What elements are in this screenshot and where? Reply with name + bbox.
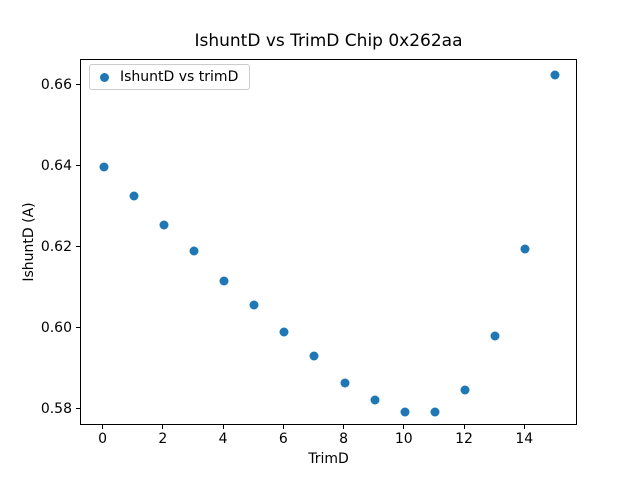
scatter-point xyxy=(279,327,289,337)
chart-title: IshuntD vs TrimD Chip 0x262aa xyxy=(194,31,463,51)
scatter-point xyxy=(520,244,530,254)
legend-label: IshuntD vs trimD xyxy=(120,69,239,85)
scatter-point xyxy=(490,331,500,341)
x-tick-label: 2 xyxy=(158,431,168,447)
x-tick-mark xyxy=(162,425,164,429)
y-tick-label: 0.58 xyxy=(40,400,72,417)
plot-area: IshuntD vs trimD xyxy=(80,59,577,425)
y-tick-mark xyxy=(76,408,80,410)
y-tick-label: 0.66 xyxy=(40,76,72,93)
y-tick-mark xyxy=(76,327,80,329)
y-tick-mark xyxy=(76,246,80,248)
x-tick-label: 6 xyxy=(278,431,288,447)
scatter-point xyxy=(370,395,380,405)
x-tick-mark xyxy=(102,425,104,429)
x-tick-label: 4 xyxy=(218,431,228,447)
scatter-point xyxy=(430,407,440,417)
x-tick-label: 8 xyxy=(339,431,348,447)
x-tick-label: 12 xyxy=(455,431,473,447)
x-tick-mark xyxy=(403,425,405,429)
y-tick-label: 0.64 xyxy=(40,157,72,174)
legend: IshuntD vs trimD xyxy=(89,64,251,90)
x-tick-mark xyxy=(222,425,224,429)
x-tick-label: 0 xyxy=(98,431,108,447)
x-tick-mark xyxy=(343,425,345,429)
scatter-point xyxy=(460,385,470,395)
scatter-point xyxy=(309,351,319,361)
y-axis-label: IshuntD (A) xyxy=(21,202,37,282)
x-tick-mark xyxy=(282,425,284,429)
scatter-point xyxy=(99,162,109,172)
legend-marker-icon xyxy=(100,72,109,82)
x-tick-label: 10 xyxy=(394,431,413,447)
scatter-point xyxy=(159,220,169,230)
y-tick-mark xyxy=(76,84,80,86)
scatter-point xyxy=(400,407,410,417)
y-tick-label: 0.62 xyxy=(40,238,72,255)
x-tick-mark xyxy=(463,425,465,429)
scatter-point xyxy=(189,246,199,256)
x-tick-mark xyxy=(523,425,525,429)
scatter-point xyxy=(249,300,259,310)
scatter-point xyxy=(219,276,229,286)
scatter-point xyxy=(550,70,560,80)
scatter-point xyxy=(129,191,139,201)
x-tick-label: 14 xyxy=(515,431,534,447)
scatter-point xyxy=(340,378,350,388)
x-axis-label: TrimD xyxy=(308,451,349,467)
y-tick-label: 0.60 xyxy=(40,319,72,336)
y-tick-mark xyxy=(76,165,80,167)
